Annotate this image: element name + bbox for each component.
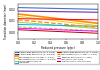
Lees Theory (2021) Fig (32, 28, 34, 29)
Bhattacharjee and Squire (D=3.1 mm) (22, 7, 23, 8)
Approximation (D=2.8 mm, L=1 mm) (91, 22, 92, 23)
Bhattacharjee and Squire (D=2.8 mm) (39, 11, 40, 12)
ALE 3D (MESH 2000) Fig (97, 28, 99, 29)
Bhattacharjee and Squire (D=2.8 mm) (21, 11, 22, 12)
Line: Turbulence and Transition (Fig): Turbulence and Transition (Fig) (18, 30, 98, 33)
Flow solver (21, 24, 22, 25)
Bhattacharjee and Squire (D=2.8 mm) (32, 11, 34, 12)
Y-axis label: Transition diameter (mm): Transition diameter (mm) (4, 3, 8, 39)
Turbulence and Transition (Fig) (39, 30, 40, 31)
Bhattacharjee and Squire (D=2.8 mm) (22, 11, 23, 12)
Line: ALE 3D (MESH 2000) Fig: ALE 3D (MESH 2000) Fig (18, 22, 98, 29)
X-axis label: Reduced pressure (p/pc): Reduced pressure (p/pc) (41, 46, 75, 50)
Approximation (D=2.8 mm, L=0.5 mm) (39, 18, 40, 19)
Flow solver (32, 24, 34, 25)
Line: Approximation (D=1.7 mm, L=1 mm): Approximation (D=1.7 mm, L=1 mm) (18, 20, 98, 27)
Legend: Bhattacharjee and Squire (D=3.1 mm), Bhattacharjee and Squire (D=2.8 mm), Approx: Bhattacharjee and Squire (D=3.1 mm), Bha… (14, 51, 99, 64)
Approximation (D=1.7 mm, L=1 mm) (32, 21, 34, 22)
Approximation (D=1.7 mm, L=1 mm) (91, 26, 92, 27)
Approximation (D=2.8 mm, L=0.5 mm) (97, 25, 99, 26)
Lees Theory (2021) Fig (17, 28, 19, 29)
Bhattacharjee and Squire (D=2.8 mm) (91, 12, 92, 13)
Line: Flow solver: Flow solver (18, 24, 98, 26)
Transition distance (D=1.7 mm) (93, 30, 95, 31)
Line: Approximation (D=2.8 mm, L=1 mm): Approximation (D=2.8 mm, L=1 mm) (18, 14, 98, 23)
Bhattacharjee and Squire (D=2.8 mm) (93, 12, 95, 13)
Transition distance (D=1.7 mm) (32, 27, 34, 28)
Lees Theory (2021) Fig (97, 31, 99, 32)
Bhattacharjee and Squire (D=3.1 mm) (91, 9, 92, 10)
Lees Theory (2021) Fig (22, 28, 23, 29)
Bhattacharjee and Squire (D=3.1 mm) (97, 9, 99, 10)
Line: Bhattacharjee and Squire (D=3.1 mm): Bhattacharjee and Squire (D=3.1 mm) (18, 8, 98, 9)
Approximation (D=2.8 mm, L=1 mm) (93, 22, 95, 23)
Line: Transition distance (D=1.7 mm): Transition distance (D=1.7 mm) (18, 27, 98, 31)
Bhattacharjee and Squire (D=3.1 mm) (93, 9, 95, 10)
Turbulence and Transition (Fig) (32, 30, 34, 31)
ALE 3D (MESH 2000) Fig (17, 22, 19, 23)
Bhattacharjee and Squire (D=1.7 mm) (97, 19, 99, 20)
Bhattacharjee and Squire (D=3.1 mm) (32, 7, 34, 8)
ALE 3D (MESH 2000) Fig (21, 22, 22, 23)
Bhattacharjee and Squire (D=1.7 mm) (21, 18, 22, 19)
Bhattacharjee and Squire (D=3.1 mm) (17, 7, 19, 8)
Bhattacharjee and Squire (D=1.7 mm) (32, 18, 34, 19)
Flow solver (91, 26, 92, 27)
Flow solver (97, 26, 99, 27)
Flow solver (93, 26, 95, 27)
Line: Bhattacharjee and Squire (D=2.8 mm): Bhattacharjee and Squire (D=2.8 mm) (18, 11, 98, 12)
Approximation (D=2.8 mm, L=1 mm) (21, 14, 22, 15)
Transition distance (D=1.7 mm) (22, 27, 23, 28)
ALE 3D (MESH 2000) Fig (93, 28, 95, 29)
Flow solver (17, 24, 19, 25)
Approximation (D=2.8 mm, L=1 mm) (32, 15, 34, 16)
Approximation (D=2.8 mm, L=1 mm) (97, 23, 99, 24)
Transition distance (D=1.7 mm) (17, 26, 19, 27)
Approximation (D=1.7 mm, L=1 mm) (21, 20, 22, 21)
Turbulence and Transition (Fig) (21, 29, 22, 30)
Approximation (D=2.8 mm, L=0.5 mm) (22, 16, 23, 17)
ALE 3D (MESH 2000) Fig (22, 22, 23, 23)
Turbulence and Transition (Fig) (17, 29, 19, 30)
Line: Lees Theory (2021) Fig: Lees Theory (2021) Fig (18, 28, 98, 31)
Flow solver (22, 24, 23, 25)
Bhattacharjee and Squire (D=2.8 mm) (97, 12, 99, 13)
ALE 3D (MESH 2000) Fig (32, 23, 34, 24)
Line: Bhattacharjee and Squire (D=1.7 mm): Bhattacharjee and Squire (D=1.7 mm) (18, 19, 98, 20)
Approximation (D=2.8 mm, L=0.5 mm) (91, 24, 92, 25)
Approximation (D=2.8 mm, L=1 mm) (22, 14, 23, 15)
Transition distance (D=1.7 mm) (91, 30, 92, 31)
Lees Theory (2021) Fig (21, 28, 22, 29)
Line: Approximation (D=2.8 mm, L=0.5 mm): Approximation (D=2.8 mm, L=0.5 mm) (18, 16, 98, 26)
Turbulence and Transition (Fig) (97, 33, 99, 34)
Bhattacharjee and Squire (D=1.7 mm) (93, 19, 95, 20)
Bhattacharjee and Squire (D=3.1 mm) (21, 7, 22, 8)
Approximation (D=1.7 mm, L=1 mm) (17, 19, 19, 20)
ALE 3D (MESH 2000) Fig (39, 23, 40, 24)
Bhattacharjee and Squire (D=1.7 mm) (22, 18, 23, 19)
Bhattacharjee and Squire (D=1.7 mm) (17, 18, 19, 19)
Bhattacharjee and Squire (D=1.7 mm) (91, 19, 92, 20)
Approximation (D=1.7 mm, L=1 mm) (97, 27, 99, 28)
Approximation (D=2.8 mm, L=0.5 mm) (93, 25, 95, 26)
Approximation (D=1.7 mm, L=1 mm) (22, 20, 23, 21)
Lees Theory (2021) Fig (93, 31, 95, 32)
Approximation (D=2.8 mm, L=1 mm) (39, 16, 40, 17)
Approximation (D=2.8 mm, L=0.5 mm) (21, 16, 22, 17)
Approximation (D=2.8 mm, L=0.5 mm) (17, 16, 19, 17)
Approximation (D=1.7 mm, L=1 mm) (39, 21, 40, 22)
